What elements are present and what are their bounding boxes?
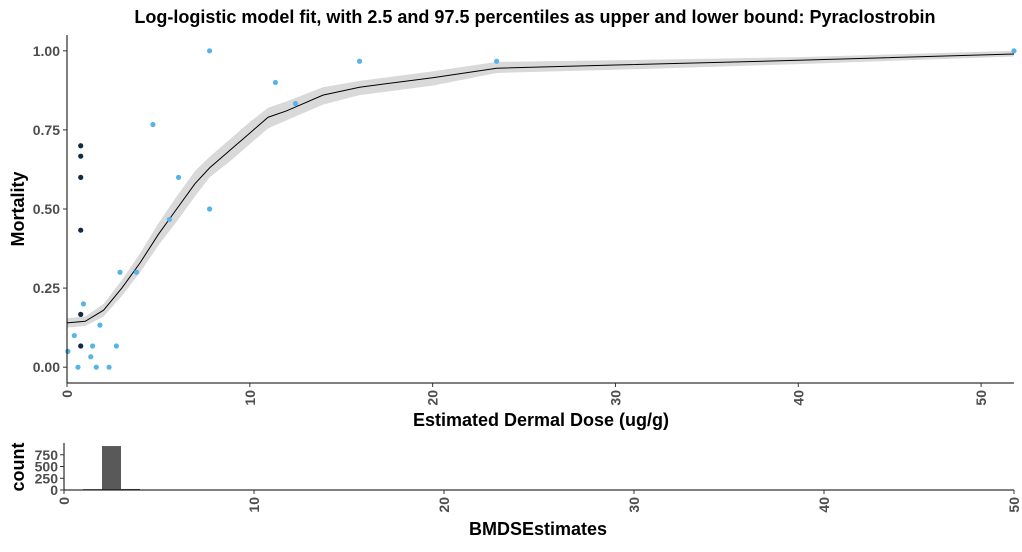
x-tick-label: 0 <box>59 390 75 398</box>
hist-x-tick-label: 0 <box>56 497 72 505</box>
data-point <box>88 354 94 360</box>
data-point <box>175 174 182 180</box>
confidence-band <box>67 50 1014 328</box>
data-point <box>1011 48 1017 54</box>
hist-x-tick-label: 40 <box>816 497 832 513</box>
x-tick-label: 40 <box>790 390 806 406</box>
data-point <box>494 58 500 64</box>
hist-x-tick-label: 50 <box>1006 497 1022 513</box>
data-point <box>80 301 87 307</box>
hist-y-tick-label: 250 <box>35 470 59 486</box>
hist-y-tick-label: 500 <box>35 459 59 475</box>
hist-x-axis-title: BMDSEstimates <box>469 519 607 539</box>
histogram-bar <box>102 446 121 490</box>
y-tick-label: 0.00 <box>33 359 60 375</box>
data-point <box>65 348 71 354</box>
main-y-axis-title: Mortality <box>8 171 28 246</box>
data-point <box>93 364 99 370</box>
hist-x-tick-label: 30 <box>626 497 642 513</box>
data-point <box>272 79 279 86</box>
data-point <box>117 269 123 275</box>
data-point <box>71 332 77 339</box>
data-point <box>207 48 213 54</box>
data-point-dark <box>78 227 84 233</box>
data-point-dark <box>78 343 84 349</box>
data-point-dark <box>78 143 84 149</box>
data-point <box>150 121 156 128</box>
hist-y-tick-label: 0 <box>50 482 58 498</box>
y-tick-label: 0.25 <box>33 280 60 296</box>
x-tick-label: 50 <box>973 390 989 406</box>
data-point <box>113 343 119 349</box>
fit-line <box>66 53 1015 324</box>
data-point <box>133 269 140 275</box>
histogram-bars-layer <box>83 446 140 491</box>
data-point <box>75 364 81 370</box>
main-x-ticks: 0 10 20 30 40 50 <box>59 383 989 406</box>
hist-x-ticks: 0 10 20 30 40 50 <box>56 490 1022 513</box>
y-tick-label: 0.75 <box>33 122 60 138</box>
data-point <box>356 58 363 64</box>
data-points-layer <box>65 48 1017 370</box>
data-point <box>106 364 112 370</box>
x-tick-label: 10 <box>242 390 258 406</box>
data-point <box>89 343 96 349</box>
main-y-ticks: 0.00 0.25 0.50 0.75 1.00 <box>33 43 67 375</box>
hist-y-axis-title: count <box>8 443 28 492</box>
x-tick-label: 30 <box>607 390 623 406</box>
hist-x-tick-label: 10 <box>246 497 262 513</box>
x-tick-label: 20 <box>425 390 441 406</box>
hist-x-tick-label: 20 <box>436 497 452 513</box>
fit-line-layer <box>66 53 1015 324</box>
y-tick-label: 0.50 <box>33 201 60 217</box>
main-plot-panel: 0 10 20 30 40 50 0.00 0.25 0.50 0.75 1.00 <box>33 35 1017 406</box>
data-point <box>207 206 213 212</box>
histogram-bar <box>121 488 140 490</box>
y-tick-label: 1.00 <box>33 43 60 59</box>
data-point-dark <box>78 153 84 159</box>
chart-title: Log-logistic model fit, with 2.5 and 97.… <box>134 7 935 27</box>
hist-y-tick-label: 750 <box>35 447 59 463</box>
confidence-band-layer <box>67 50 1014 328</box>
data-point-dark <box>78 174 84 180</box>
data-point <box>166 216 172 223</box>
data-point-dark <box>78 311 84 317</box>
main-x-axis-title: Estimated Dermal Dose (ug/g) <box>413 410 669 430</box>
data-point <box>292 101 299 107</box>
data-point <box>97 322 103 328</box>
